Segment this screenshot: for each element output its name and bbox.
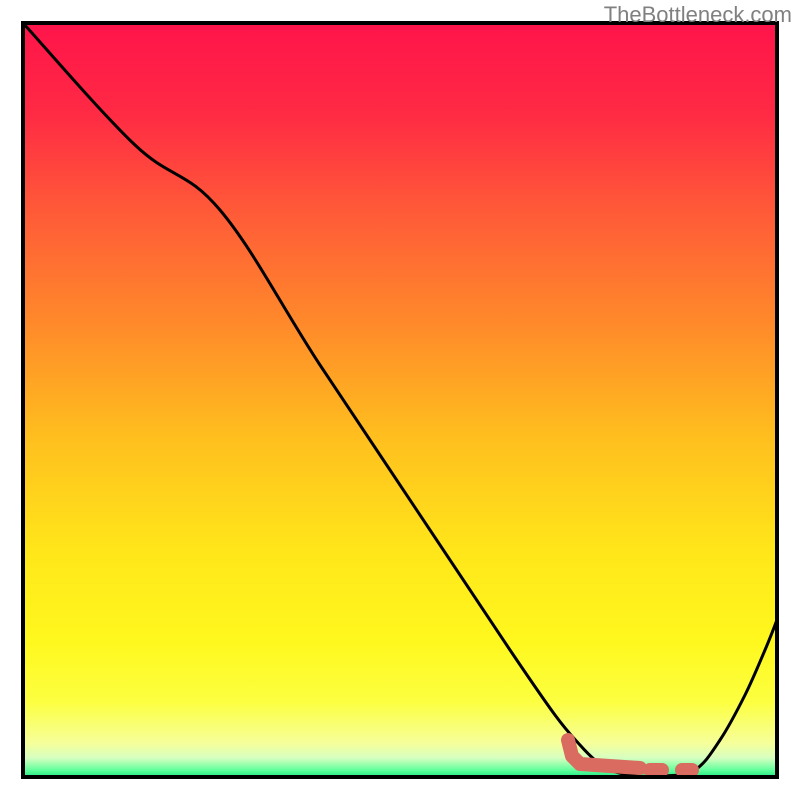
gradient-background xyxy=(23,23,777,777)
watermark-text: TheBottleneck.com xyxy=(604,2,792,28)
chart-container: TheBottleneck.com xyxy=(0,0,800,800)
chart-svg xyxy=(0,0,800,800)
